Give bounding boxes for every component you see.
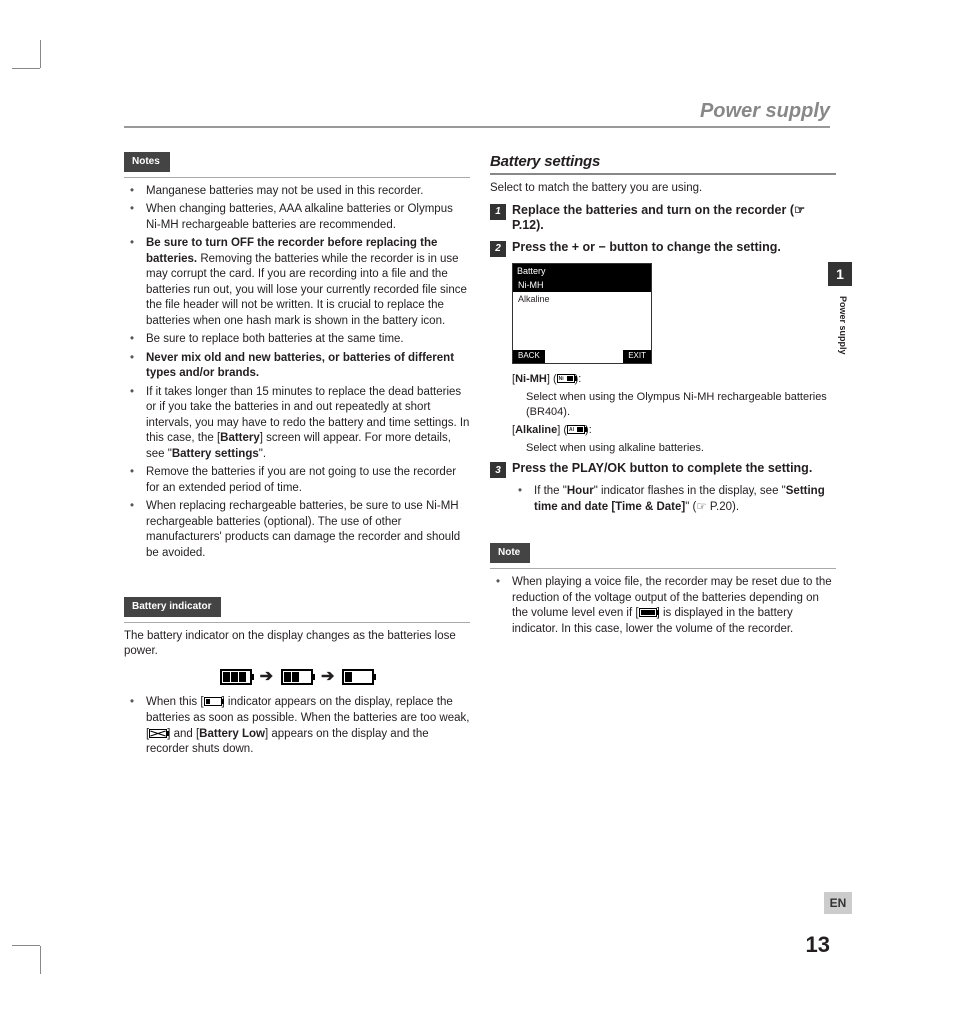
lcd-title: Battery: [513, 264, 651, 278]
note-item: When replacing rechargeable batteries, b…: [146, 499, 470, 561]
language-tab: EN: [824, 892, 852, 914]
indicator-bullet: When this [] indicator appears on the di…: [146, 695, 470, 757]
step3-bullet: If the "Hour" indicator flashes in the d…: [534, 484, 836, 515]
lcd-row: Alkaline: [513, 292, 651, 306]
step3-bullet-list: If the "Hour" indicator flashes in the d…: [512, 484, 836, 515]
crop-mark: [40, 40, 41, 68]
note-item: Remove the batteries if you are not goin…: [146, 465, 470, 496]
notes-list: Manganese batteries may not be used in t…: [124, 184, 470, 562]
note-label: Note: [490, 543, 530, 563]
battery-low-icon: [204, 697, 222, 706]
alkaline-option-label: [Alkaline] (Al):: [512, 423, 836, 438]
indicator-intro: The battery indicator on the display cha…: [124, 629, 470, 660]
step-text: Press the + or − button to change the se…: [512, 240, 836, 257]
divider: [124, 177, 470, 178]
step-number: 1: [490, 204, 506, 220]
battery-2bar-icon: [281, 669, 313, 685]
step-text: Replace the batteries and turn on the re…: [512, 203, 836, 234]
note-item: Manganese batteries may not be used in t…: [146, 184, 470, 200]
left-column: Notes Manganese batteries may not be use…: [124, 152, 470, 768]
lcd-row: Ni-MH: [513, 278, 651, 292]
step-text: Press the PLAY/OK button to complete the…: [512, 461, 836, 478]
crop-mark: [12, 945, 40, 946]
battery-1bar-icon: [342, 669, 374, 685]
chapter-side-label: Power supply: [838, 296, 848, 355]
battery-nimh-icon: Ni: [557, 374, 575, 383]
alkaline-option-desc: Select when using alkaline batteries.: [526, 441, 836, 456]
lcd-exit: EXIT: [623, 350, 651, 363]
indicator-bullet-list: When this [] indicator appears on the di…: [124, 695, 470, 757]
battery-alkaline-icon: Al: [567, 425, 585, 434]
step-3: 3 Press the PLAY/OK button to complete t…: [490, 461, 836, 478]
divider: [124, 622, 470, 623]
page-title: Power supply: [700, 100, 830, 123]
step-1: 1 Replace the batteries and turn on the …: [490, 203, 836, 234]
lcd-footer: BACK EXIT: [513, 350, 651, 363]
nimh-option-desc: Select when using the Olympus Ni-MH rech…: [526, 390, 836, 420]
settings-intro: Select to match the battery you are usin…: [490, 181, 836, 197]
note-list: When playing a voice file, the recorder …: [490, 575, 836, 637]
battery-settings-heading: Battery settings: [490, 152, 836, 175]
step-2: 2 Press the + or − button to change the …: [490, 240, 836, 257]
step-number: 3: [490, 462, 506, 478]
arrow-right-icon: ➔: [260, 666, 273, 688]
note-body: When playing a voice file, the recorder …: [512, 575, 836, 637]
page-number: 13: [806, 932, 830, 958]
step-number: 2: [490, 241, 506, 257]
battery-full-icon: [639, 608, 657, 617]
arrow-right-icon: ➔: [321, 666, 334, 688]
note-item: If it takes longer than 15 minutes to re…: [146, 385, 470, 463]
notes-label: Notes: [124, 152, 170, 172]
lcd-screen: Battery Ni-MHAlkaline BACK EXIT: [512, 263, 652, 364]
nimh-option-label: [Ni-MH] (Ni):: [512, 372, 836, 387]
battery-indicator-label: Battery indicator: [124, 597, 221, 617]
battery-empty-icon: [149, 729, 167, 738]
header-rule: [124, 126, 830, 128]
note-item: Be sure to turn OFF the recorder before …: [146, 236, 470, 329]
battery-3bar-icon: [220, 669, 252, 685]
crop-mark: [12, 68, 40, 69]
divider: [490, 568, 836, 569]
option-definitions: [Ni-MH] (Ni): Select when using the Olym…: [512, 372, 836, 455]
crop-mark: [40, 946, 41, 974]
lcd-back: BACK: [513, 350, 545, 363]
battery-level-sequence: ➔ ➔: [124, 666, 470, 688]
note-item: Be sure to replace both batteries at the…: [146, 332, 470, 348]
chapter-tab: 1: [828, 262, 852, 286]
note-item: Never mix old and new batteries, or batt…: [146, 351, 470, 382]
note-item: When changing batteries, AAA alkaline ba…: [146, 202, 470, 233]
right-column: Battery settings Select to match the bat…: [490, 152, 836, 647]
